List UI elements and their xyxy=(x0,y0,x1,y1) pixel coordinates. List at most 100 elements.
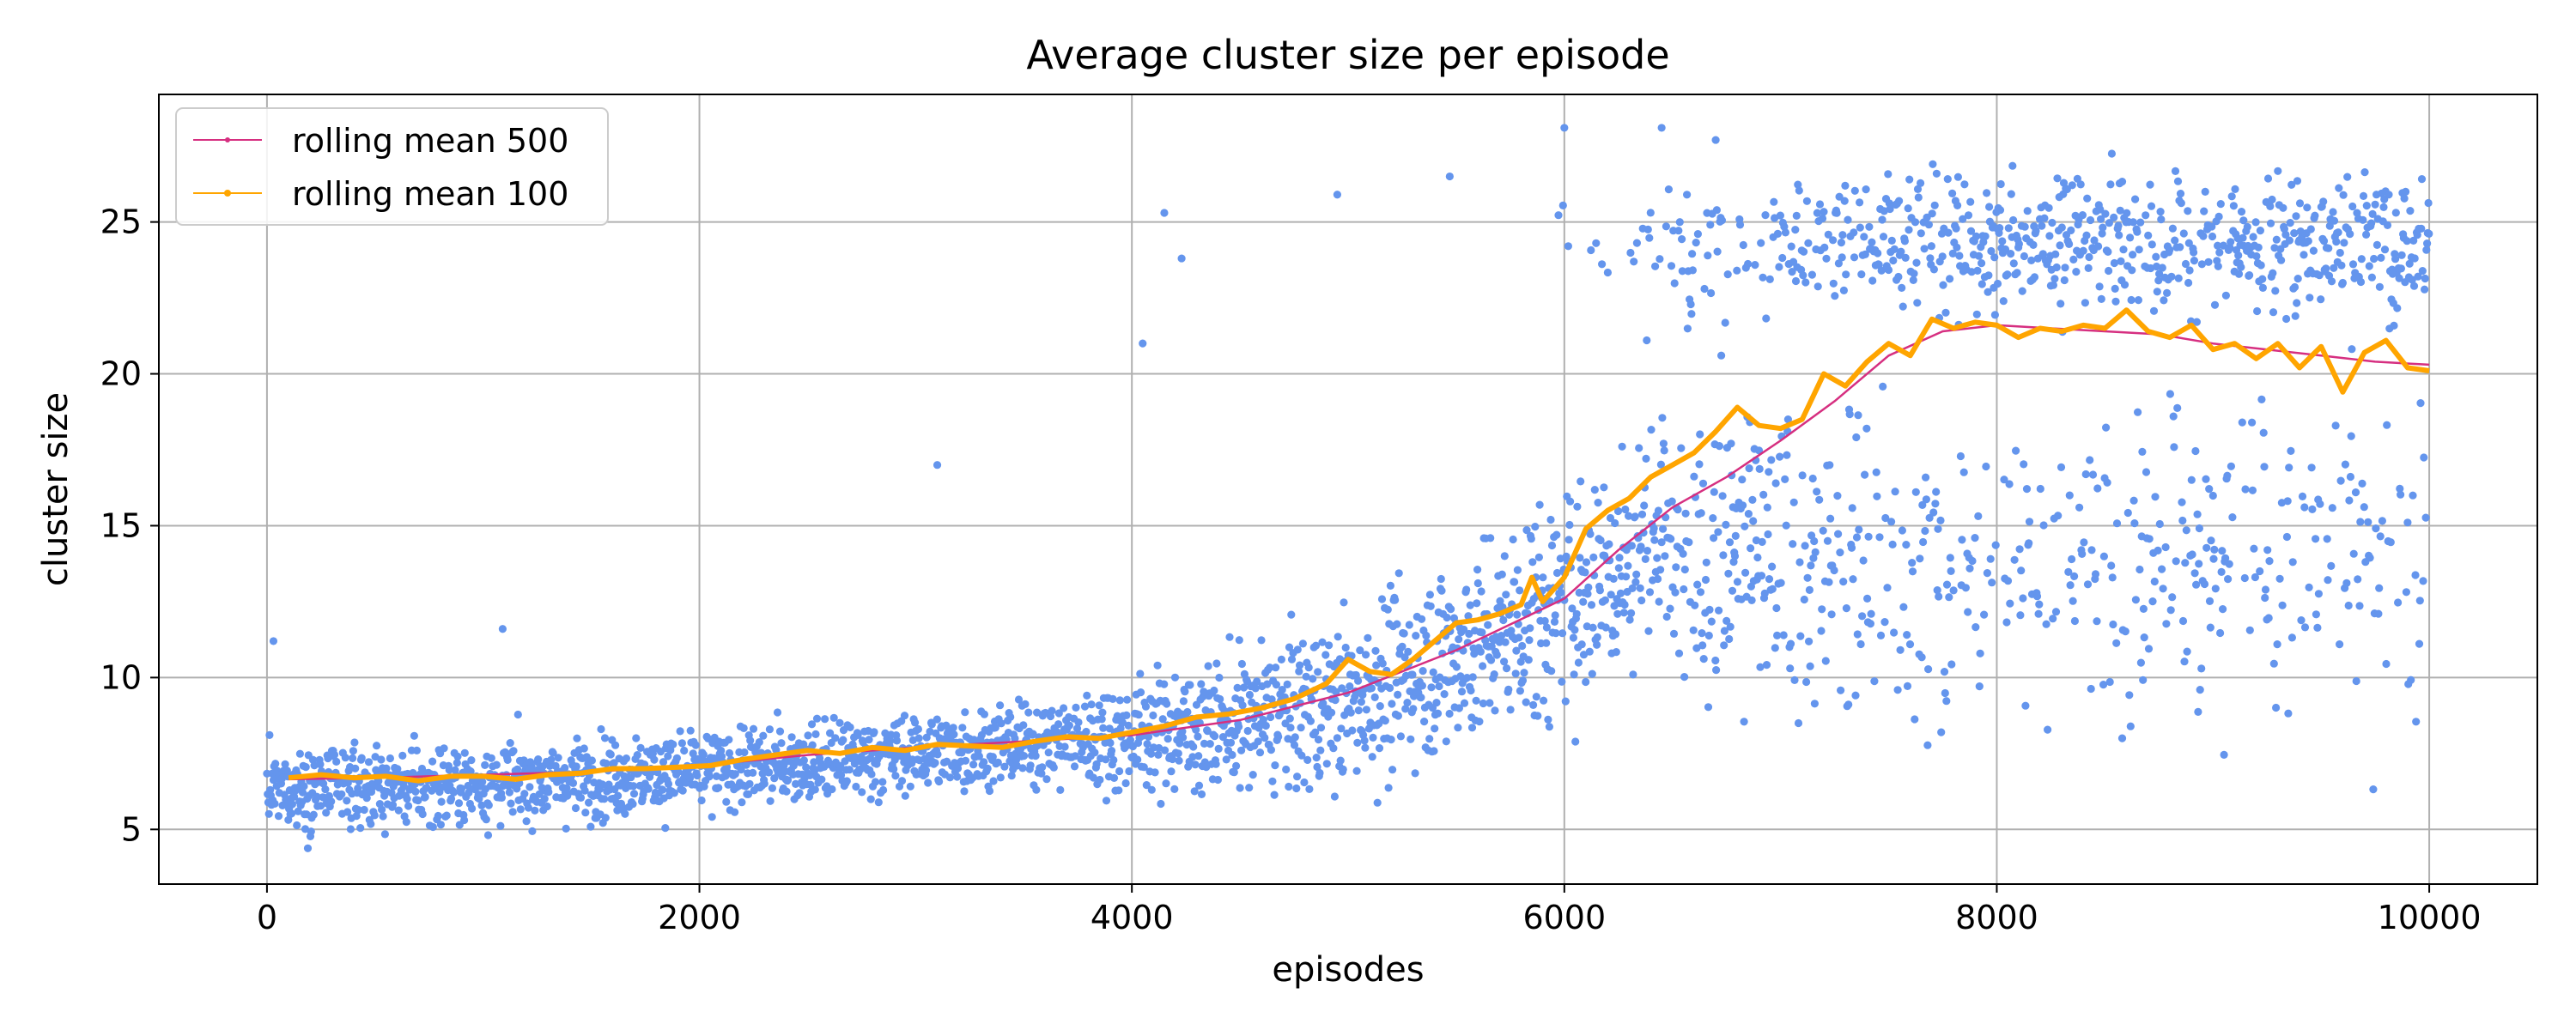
scatter-point xyxy=(1654,574,1662,584)
scatter-point xyxy=(775,727,785,736)
scatter-point xyxy=(2131,195,2140,203)
scatter-point xyxy=(980,758,988,766)
scatter-point xyxy=(2102,423,2111,432)
scatter-point xyxy=(1755,464,1764,474)
scatter-point xyxy=(2155,519,2164,529)
scatter-point xyxy=(1632,570,1641,579)
scatter-point xyxy=(1757,572,1766,580)
y-tick-label: 25 xyxy=(100,203,142,241)
scatter-point xyxy=(1964,211,1973,220)
scatter-point xyxy=(2400,194,2409,203)
scatter-point xyxy=(1777,579,1785,587)
scatter-point xyxy=(661,824,670,833)
scatter-point xyxy=(1685,538,1693,547)
scatter-point xyxy=(2090,236,2099,245)
scatter-point xyxy=(1394,569,1403,578)
scatter-point xyxy=(1733,578,1742,586)
scatter-point xyxy=(697,796,706,805)
scatter-point xyxy=(2003,577,2013,585)
scatter-point xyxy=(1698,629,1706,638)
scatter-point xyxy=(1330,792,1339,801)
scatter-point xyxy=(1287,655,1297,663)
scatter-point xyxy=(2331,421,2340,430)
scatter-point xyxy=(1554,211,1563,220)
scatter-point xyxy=(332,757,341,766)
scatter-point xyxy=(2160,296,2168,305)
scatter-point xyxy=(1500,657,1509,666)
scatter-point xyxy=(1539,573,1547,582)
scatter-point xyxy=(879,785,888,795)
scatter-point xyxy=(1430,747,1438,755)
scatter-point xyxy=(1864,532,1873,541)
scatter-point xyxy=(481,760,489,770)
scatter-point xyxy=(1587,245,1595,255)
scatter-point xyxy=(2391,255,2400,264)
scatter-point xyxy=(1984,271,1993,280)
scatter-point xyxy=(1996,206,2005,215)
scatter-point xyxy=(2407,676,2415,684)
scatter-point xyxy=(1931,500,1940,508)
scatter-point xyxy=(2216,628,2225,638)
scatter-point xyxy=(1700,284,1709,294)
scatter-point xyxy=(2234,270,2244,278)
scatter-point xyxy=(2136,658,2145,667)
scatter-point xyxy=(2144,231,2153,239)
scatter-point xyxy=(1740,718,1748,726)
scatter-point xyxy=(1054,709,1063,718)
scatter-point xyxy=(2313,623,2322,633)
scatter-point xyxy=(2250,544,2258,553)
scatter-point xyxy=(1210,686,1218,695)
scatter-point xyxy=(1884,170,1893,179)
scatter-point xyxy=(945,773,954,782)
scatter-point xyxy=(2413,231,2421,239)
scatter-point xyxy=(1071,752,1079,760)
scatter-point xyxy=(773,708,782,717)
scatter-point xyxy=(2183,647,2191,656)
scatter-point xyxy=(1418,615,1426,623)
scatter-point xyxy=(1270,791,1279,799)
scatter-point xyxy=(670,789,678,797)
scatter-point xyxy=(1747,596,1756,605)
scatter-point xyxy=(1622,573,1631,581)
scatter-point xyxy=(993,758,1002,767)
scatter-point xyxy=(1593,640,1601,649)
scatter-point xyxy=(1485,699,1494,707)
scatter-point xyxy=(1804,239,1813,247)
scatter-point xyxy=(2409,491,2417,500)
scatter-point xyxy=(1032,785,1041,794)
scatter-point xyxy=(2202,543,2211,552)
scatter-point xyxy=(749,724,758,733)
scatter-point xyxy=(1038,763,1047,772)
scatter-point xyxy=(1947,566,1955,576)
scatter-point xyxy=(866,795,875,803)
legend-label-rolling-mean-500: rolling mean 500 xyxy=(292,122,568,160)
scatter-point xyxy=(2105,219,2113,227)
scatter-point xyxy=(2079,246,2087,255)
legend: rolling mean 500 rolling mean 100 xyxy=(175,107,609,226)
scatter-point xyxy=(2007,250,2015,258)
scatter-point xyxy=(264,809,273,818)
scatter-point xyxy=(1910,270,1918,278)
scatter-point xyxy=(1913,185,1923,193)
scatter-point xyxy=(1411,769,1419,778)
scatter-point xyxy=(2300,503,2309,512)
scatter-point xyxy=(404,802,413,810)
scatter-point xyxy=(2156,208,2165,216)
scatter-point xyxy=(1628,584,1637,593)
y-tick-label: 15 xyxy=(100,506,142,544)
scatter-point xyxy=(1021,700,1030,709)
scatter-point xyxy=(1311,728,1320,736)
scatter-point xyxy=(377,755,386,764)
scatter-point xyxy=(2020,460,2028,469)
scatter-point xyxy=(1696,430,1704,439)
scatter-point xyxy=(1426,602,1435,610)
scatter-point xyxy=(1637,542,1645,551)
scatter-point xyxy=(1595,586,1604,595)
scatter-point xyxy=(1874,249,1882,258)
scatter-point xyxy=(484,801,493,809)
scatter-point xyxy=(2405,259,2414,268)
scatter-point xyxy=(1620,600,1629,609)
scatter-point xyxy=(808,741,817,749)
scatter-point xyxy=(1303,755,1312,765)
scatter-point xyxy=(1953,243,1961,251)
